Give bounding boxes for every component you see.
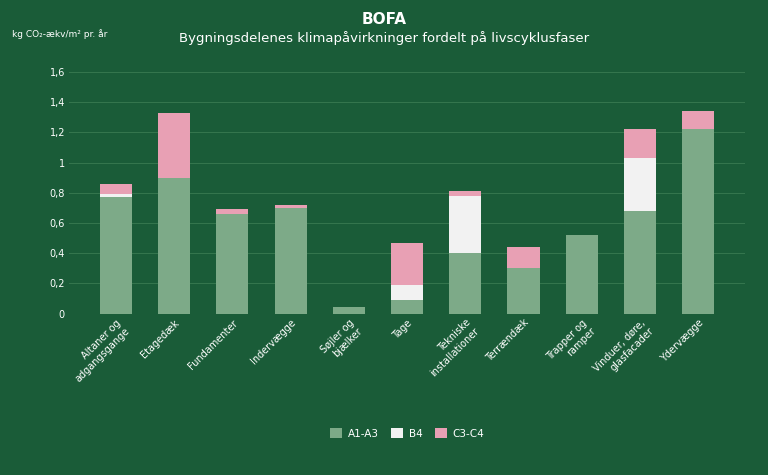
Bar [100, 184, 132, 194]
Bar [682, 129, 714, 314]
Bar [624, 211, 656, 314]
Bar [449, 253, 482, 314]
Bar [391, 285, 423, 300]
Bar [274, 208, 306, 314]
Bar [449, 191, 482, 196]
Bar [217, 209, 248, 214]
Bar [158, 178, 190, 314]
Bar [100, 194, 132, 197]
Bar [100, 197, 132, 314]
Legend: A1-A3, B4, C3-C4: A1-A3, B4, C3-C4 [326, 425, 488, 442]
Bar [158, 113, 190, 178]
Bar [682, 111, 714, 129]
Bar [391, 300, 423, 314]
Bar [566, 235, 598, 314]
Bar [449, 196, 482, 253]
Text: kg CO₂-ækv/m² pr. år: kg CO₂-ækv/m² pr. år [12, 29, 107, 39]
Bar [624, 158, 656, 211]
Bar [508, 268, 540, 314]
Bar [274, 205, 306, 208]
Bar [391, 243, 423, 285]
Text: Bygningsdelenes klimapåvirkninger fordelt på livscyklusfaser: Bygningsdelenes klimapåvirkninger fordel… [179, 31, 589, 45]
Bar [217, 214, 248, 314]
Bar [624, 129, 656, 158]
Bar [333, 307, 365, 314]
Text: BOFA: BOFA [362, 12, 406, 27]
Bar [508, 247, 540, 268]
